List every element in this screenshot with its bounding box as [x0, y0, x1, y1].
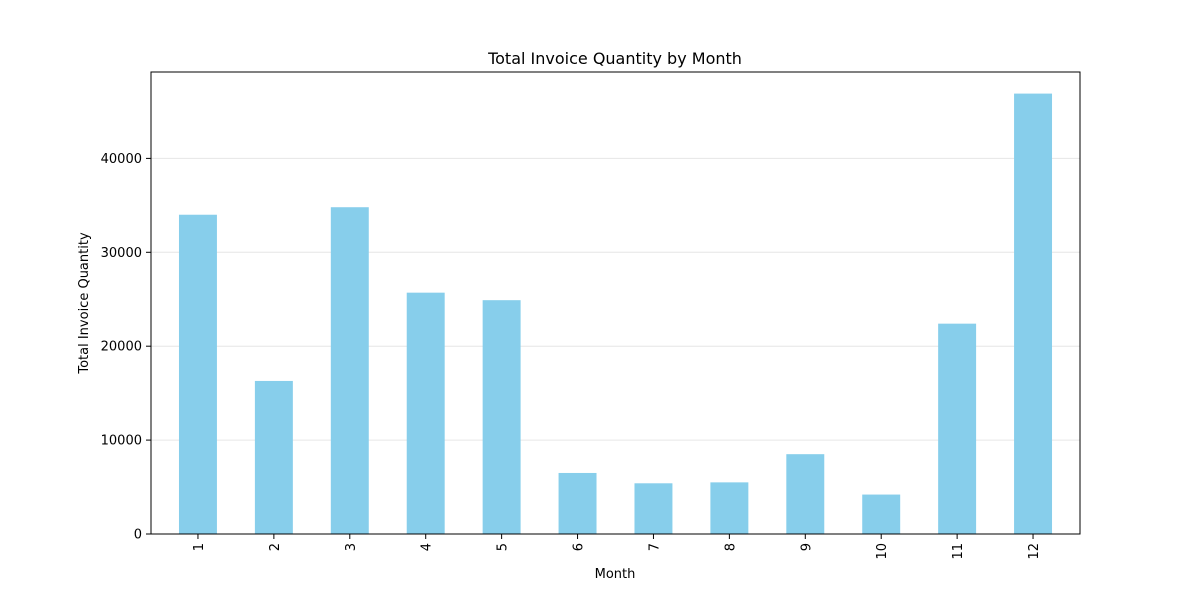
y-tick-label: 10000	[101, 434, 142, 449]
bar-month-9	[786, 454, 825, 534]
grid-lines	[151, 157, 1080, 441]
x-tick-label: 1	[192, 543, 207, 551]
bar-month-8	[710, 482, 749, 534]
chart-title: Total Invoice Quantity by Month	[487, 49, 742, 68]
x-tick-label: 12	[1027, 543, 1042, 560]
bar-month-12	[1014, 93, 1053, 534]
bar-month-1	[178, 214, 217, 535]
y-tick-label: 40000	[101, 152, 142, 167]
x-tick-label: 4	[420, 543, 435, 551]
bar-month-3	[330, 207, 369, 534]
bar-month-7	[634, 483, 673, 534]
x-axis-ticks: 1 2 3 4 5 6 7 8 9 10 11 12	[192, 534, 1042, 560]
x-tick-label: 5	[496, 543, 511, 551]
y-tick-label: 20000	[101, 340, 142, 355]
x-tick-label: 3	[344, 543, 359, 551]
y-tick-label: 0	[134, 528, 142, 543]
x-tick-label: 8	[723, 543, 738, 551]
bar-month-11	[938, 323, 977, 534]
x-tick-label: 6	[572, 543, 587, 551]
x-axis-label: Month	[595, 567, 636, 582]
x-tick-label: 2	[268, 543, 283, 551]
bar-month-4	[406, 292, 445, 534]
y-axis-ticks: 0 10000 20000 30000 40000	[101, 152, 151, 543]
bar-month-6	[558, 472, 597, 534]
bar-month-2	[254, 380, 293, 534]
plot-frame	[150, 71, 1081, 535]
bar-month-10	[862, 494, 901, 534]
x-tick-label: 7	[647, 543, 662, 551]
x-tick-label: 9	[799, 543, 814, 551]
x-tick-label: 11	[951, 543, 966, 560]
y-axis-label: Total Invoice Quantity	[77, 232, 92, 375]
bars	[178, 93, 1053, 535]
x-tick-label: 10	[875, 543, 890, 560]
bar-month-5	[482, 300, 521, 534]
y-tick-label: 30000	[101, 246, 142, 261]
